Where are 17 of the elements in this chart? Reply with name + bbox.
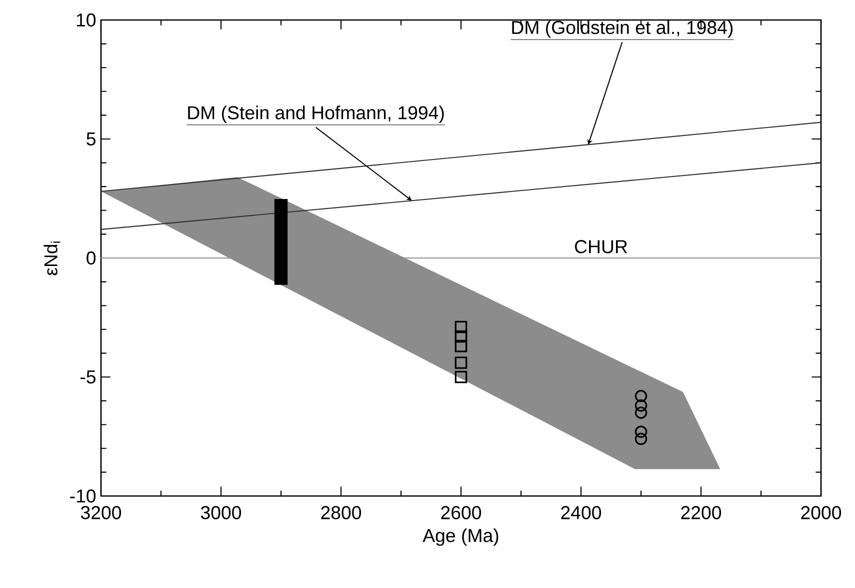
- x-tick-label: 3000: [200, 506, 242, 520]
- x-axis-title: Age (Ma): [422, 528, 498, 546]
- ref-line-label: CHUR: [574, 240, 628, 254]
- y-tick-label: -10: [70, 489, 96, 503]
- x-tick-label: 3200: [80, 506, 122, 520]
- annotation: DM (Goldstein et al., 1984): [512, 20, 733, 38]
- x-tick-label: 2200: [681, 506, 722, 520]
- x-tick-label: 2600: [441, 506, 482, 520]
- y-axis-title: εNd$_{i}$: [44, 242, 60, 276]
- y-tick-label: 0: [86, 251, 96, 265]
- x-tick-label: 2400: [561, 506, 602, 520]
- x-tick-label: 2800: [321, 506, 362, 520]
- annotation: DM (Stein and Hofmann, 1994): [188, 106, 444, 124]
- y-tick-label: -5: [80, 370, 96, 384]
- y-tick-label: 5: [86, 132, 96, 146]
- y-tick-label: 10: [76, 13, 96, 27]
- x-tick-label: 2000: [801, 506, 842, 520]
